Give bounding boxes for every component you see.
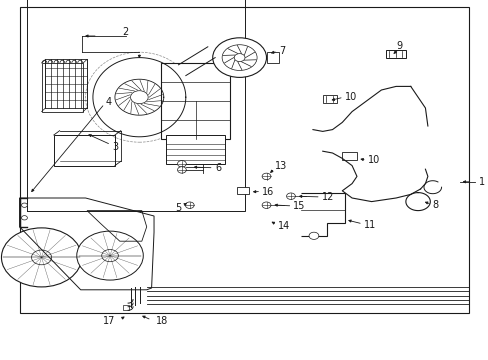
Bar — [237, 187, 249, 194]
Text: 16: 16 — [262, 186, 274, 197]
Text: 2: 2 — [122, 27, 128, 37]
Text: 10: 10 — [345, 92, 357, 102]
Bar — [27, 0, 244, 211]
Circle shape — [262, 202, 270, 208]
Circle shape — [31, 250, 52, 265]
Text: 1: 1 — [478, 177, 485, 187]
Bar — [123, 305, 129, 310]
Bar — [41, 63, 83, 112]
Text: 13: 13 — [274, 161, 286, 171]
Text: 5: 5 — [175, 203, 181, 213]
Circle shape — [234, 54, 244, 62]
Text: 17: 17 — [102, 316, 115, 326]
Text: 6: 6 — [215, 163, 221, 173]
Bar — [161, 63, 229, 139]
Circle shape — [185, 202, 194, 208]
Bar — [166, 135, 224, 164]
Circle shape — [262, 173, 270, 180]
Text: 15: 15 — [293, 201, 305, 211]
Circle shape — [21, 216, 27, 220]
Circle shape — [130, 91, 148, 104]
Text: 4: 4 — [105, 96, 111, 107]
Text: 11: 11 — [364, 220, 376, 230]
Bar — [266, 52, 278, 63]
Bar — [322, 95, 337, 103]
Circle shape — [21, 203, 27, 207]
Circle shape — [102, 249, 118, 262]
Circle shape — [308, 232, 318, 239]
Text: 3: 3 — [112, 142, 118, 152]
Circle shape — [212, 38, 266, 77]
Text: 9: 9 — [396, 41, 402, 51]
Text: 10: 10 — [367, 155, 379, 165]
Circle shape — [177, 167, 186, 173]
Bar — [45, 59, 87, 108]
Bar — [20, 7, 468, 313]
Text: 7: 7 — [278, 46, 285, 56]
Text: 18: 18 — [155, 316, 167, 326]
Circle shape — [177, 161, 186, 167]
Bar — [386, 50, 405, 58]
Bar — [54, 135, 115, 166]
Text: 8: 8 — [432, 200, 438, 210]
Circle shape — [1, 228, 81, 287]
Circle shape — [77, 231, 143, 280]
Text: 14: 14 — [277, 221, 289, 231]
Bar — [342, 152, 356, 160]
Circle shape — [286, 193, 295, 199]
Text: 12: 12 — [321, 192, 333, 202]
